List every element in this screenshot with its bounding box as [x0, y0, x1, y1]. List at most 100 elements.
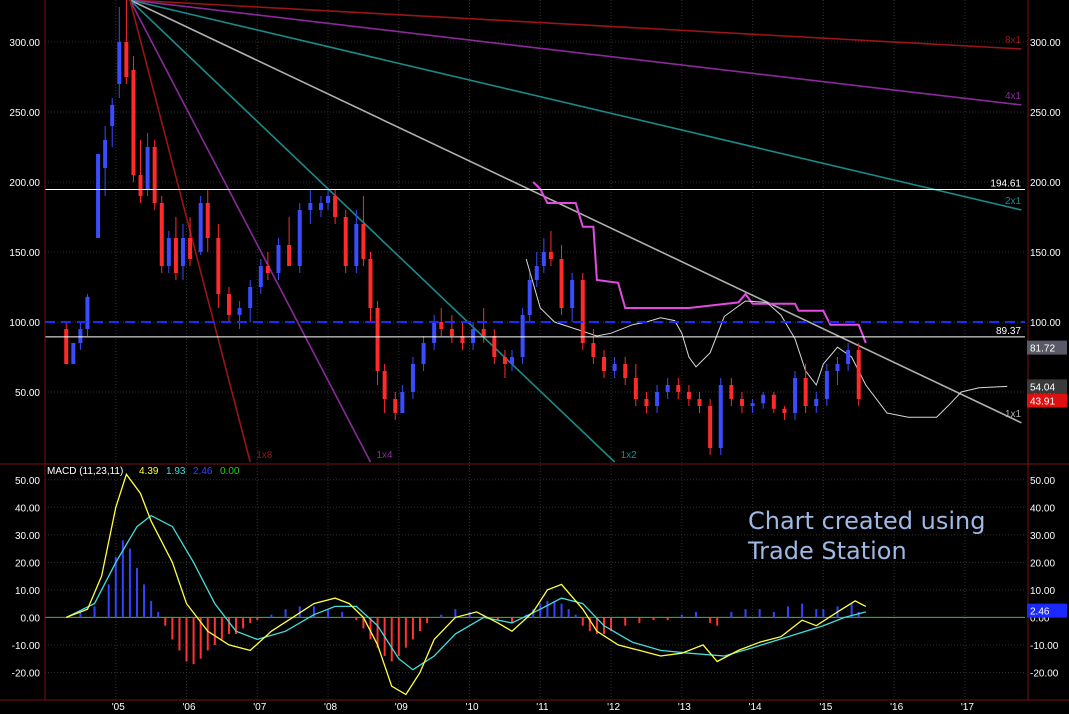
- price-tag-bg: [1027, 603, 1067, 618]
- candle-body: [96, 154, 101, 238]
- candle-body: [198, 203, 203, 252]
- price-y-tick-left: 50.00: [15, 388, 40, 399]
- macd-y-tick-left: 40.00: [15, 503, 40, 514]
- gann-line-1x2: [129, 0, 616, 463]
- candle-body: [686, 392, 691, 399]
- candle-body: [803, 378, 808, 406]
- price-y-tick-left: 150.00: [9, 248, 40, 259]
- candle-body: [570, 280, 575, 308]
- price-tag-bg: [1027, 340, 1067, 355]
- macd-readout-value: 4.39: [139, 466, 159, 477]
- gann-line-1x1: [129, 0, 1022, 424]
- macd-y-tick-right: 50.00: [1030, 476, 1055, 487]
- x-tick-label: '15: [819, 702, 832, 713]
- price-tag-bg: [1027, 379, 1067, 394]
- x-tick-label: '05: [112, 702, 125, 713]
- macd-y-tick-right: 20.00: [1030, 558, 1055, 569]
- price-tag: 54.04: [1027, 379, 1067, 394]
- candle-body: [375, 308, 380, 371]
- price-tag-label: 81.72: [1030, 344, 1055, 355]
- level-label: 89.37: [996, 326, 1021, 337]
- price-tag-label: 54.04: [1030, 382, 1055, 393]
- candle-body: [623, 364, 628, 378]
- price-tags: 81.72 54.04 43.91 2.46: [1027, 340, 1067, 618]
- candle-body: [276, 245, 281, 273]
- candle-body: [548, 252, 553, 259]
- gann-label-8x1: 8x1: [1005, 35, 1022, 46]
- candle-body: [591, 343, 596, 357]
- candle-body: [492, 336, 497, 357]
- macd-y-tick-right: 10.00: [1030, 586, 1055, 597]
- macd-y-tick-left: 10.00: [15, 586, 40, 597]
- price-y-tick-left: 100.00: [9, 318, 40, 329]
- candle-body: [318, 203, 323, 210]
- candle-body: [534, 266, 539, 280]
- candle-body: [761, 394, 766, 404]
- macd-y-tick-left: 30.00: [15, 531, 40, 542]
- candle-body: [580, 280, 585, 343]
- candle-body: [559, 259, 564, 308]
- candle-body: [633, 378, 638, 399]
- white-overlay-line: [525, 258, 1008, 418]
- candle-body: [145, 147, 150, 189]
- x-tick-label: '07: [253, 702, 266, 713]
- macd-y-tick-right: 40.00: [1030, 503, 1055, 514]
- candle-body: [265, 266, 270, 273]
- candle-body: [117, 42, 122, 84]
- gann-label-4x1: 4x1: [1005, 91, 1022, 102]
- candle-body: [110, 105, 115, 126]
- candle-body: [180, 238, 185, 266]
- gann-label-1x8: 1x8: [256, 450, 273, 461]
- macd-y-tick-left: -10.00: [12, 641, 41, 652]
- candle-body: [449, 329, 454, 336]
- level-label: 194.61: [990, 179, 1021, 190]
- macd-title: MACD (11,23,11): [47, 466, 123, 477]
- candle-body: [103, 140, 108, 168]
- x-tick-label: '13: [678, 702, 691, 713]
- magenta-overlay-line: [532, 181, 867, 344]
- candle-body: [665, 385, 670, 392]
- candle-body: [78, 329, 83, 343]
- gann-fan: 8x1 4x1 2x1 1x1 1x2 1x4 1x8: [129, 0, 1022, 463]
- price-tag-label: 2.46: [1030, 607, 1050, 618]
- gann-line-8x1: [129, 0, 1022, 50]
- price-y-tick-left: 250.00: [9, 108, 40, 119]
- candle-body: [131, 70, 136, 175]
- candle-body: [510, 357, 515, 364]
- gann-line-2x1: [129, 0, 1022, 211]
- price-tag: 81.72: [1027, 340, 1067, 355]
- macd-readout-value: 1.93: [166, 466, 186, 477]
- candle-body: [410, 364, 415, 392]
- macd-y-tick-right: 0.00: [1030, 613, 1050, 624]
- candle-body: [729, 385, 734, 399]
- price-tag-label: 43.91: [1030, 397, 1055, 408]
- overlay-lines: [525, 181, 1008, 418]
- candle-body: [71, 343, 76, 364]
- candle-body: [644, 399, 649, 406]
- price-y-tick-right: 200.00: [1030, 178, 1061, 189]
- candle-body: [782, 408, 787, 413]
- candle-body: [856, 350, 861, 399]
- candle-body: [814, 399, 819, 406]
- gann-line-4x1: [129, 0, 1022, 106]
- candle-body: [216, 238, 221, 294]
- candle-body: [248, 287, 253, 308]
- x-tick-label: '14: [749, 702, 762, 713]
- candle-body: [258, 266, 263, 287]
- candle-body: [326, 196, 331, 203]
- price-y-tick-left: 300.00: [9, 38, 40, 49]
- candle-body: [393, 399, 398, 413]
- macd-y-tick-left: 0.00: [21, 613, 41, 624]
- candle-body: [432, 322, 437, 343]
- candle-body: [771, 394, 776, 409]
- price-y-tick-left: 200.00: [9, 178, 40, 189]
- gann-line-1x4: [129, 0, 372, 463]
- candle-body: [655, 392, 660, 406]
- candle-body: [205, 203, 210, 238]
- candle-body: [471, 329, 476, 343]
- candle-body: [750, 403, 755, 406]
- macd-y-tick-left: 50.00: [15, 476, 40, 487]
- gann-label-1x4: 1x4: [376, 450, 393, 461]
- candle-body: [64, 329, 69, 364]
- candle-body: [601, 357, 606, 371]
